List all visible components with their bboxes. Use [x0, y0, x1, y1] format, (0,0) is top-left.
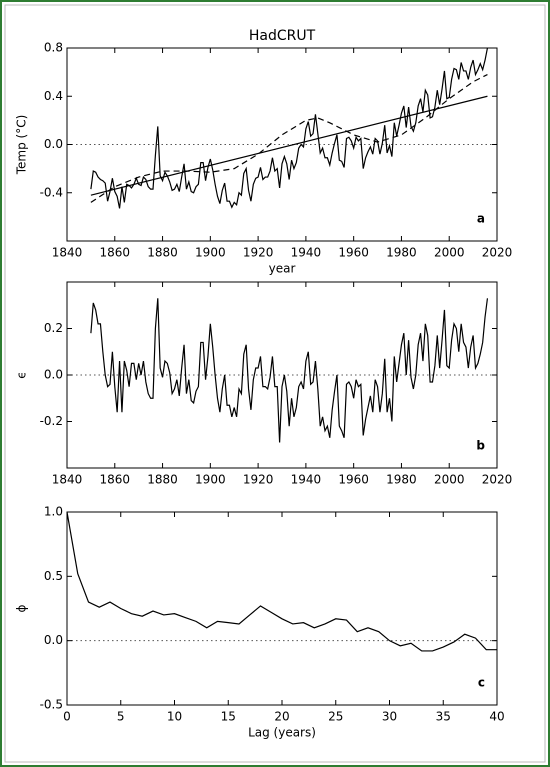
chart-title: HadCRUT	[249, 28, 316, 44]
panel-label: b	[476, 439, 485, 453]
y-tick-label: 0.8	[44, 41, 63, 55]
y-tick-label: -0.5	[40, 698, 63, 712]
plot-frame	[66, 47, 498, 242]
x-tick-label: 35	[436, 710, 451, 724]
x-tick-label: 10	[167, 710, 182, 724]
x-tick-label: 1880	[147, 473, 178, 487]
y-tick-label: 1.0	[44, 505, 63, 519]
y-tick-label: 0.0	[44, 368, 63, 382]
y-tick-label: 0.4	[44, 89, 63, 103]
x-axis-label: Lag (years)	[248, 726, 316, 740]
plot-frame	[66, 511, 498, 706]
x-tick-label: 1860	[100, 246, 131, 260]
x-tick-label: 1980	[386, 246, 417, 260]
y-tick-label: 0.0	[44, 633, 63, 647]
x-tick-label: 1860	[100, 473, 131, 487]
x-tick-label: 1840	[52, 473, 83, 487]
x-tick-label: 1980	[386, 473, 417, 487]
x-tick-label: 30	[382, 710, 397, 724]
y-axis-label: ϵ	[15, 371, 29, 378]
data-line	[66, 511, 497, 652]
y-tick-label: 0.5	[44, 569, 63, 583]
x-tick-label: 1900	[195, 246, 226, 260]
x-tick-label: 1960	[338, 473, 369, 487]
y-axis-label: ϕ	[15, 604, 29, 612]
panel-label: c	[478, 676, 485, 690]
x-tick-label: 1840	[52, 246, 83, 260]
x-tick-label: 0	[63, 710, 71, 724]
x-tick-label: 2020	[482, 246, 513, 260]
x-tick-label: 1940	[291, 246, 322, 260]
x-tick-label: 1920	[243, 246, 274, 260]
x-tick-label: 2000	[434, 246, 465, 260]
y-tick-label: -0.2	[40, 414, 63, 428]
x-tick-label: 2020	[482, 473, 513, 487]
data-line	[90, 95, 488, 196]
y-tick-label: 0.0	[44, 137, 63, 151]
x-tick-label: 15	[221, 710, 236, 724]
y-tick-label: 0.2	[44, 321, 63, 335]
x-tick-label: 5	[117, 710, 125, 724]
x-tick-label: 2000	[434, 473, 465, 487]
y-axis-label: Temp (°C)	[15, 115, 29, 176]
plot-frame	[66, 281, 498, 469]
data-line	[90, 298, 489, 443]
inner-border	[4, 4, 546, 763]
x-tick-label: 40	[489, 710, 504, 724]
y-tick-label: -0.4	[40, 185, 63, 199]
x-tick-label: 1900	[195, 473, 226, 487]
data-line	[90, 47, 489, 209]
x-tick-label: 1920	[243, 473, 274, 487]
x-tick-label: 1960	[338, 246, 369, 260]
x-tick-label: 25	[328, 710, 343, 724]
x-tick-label: 1880	[147, 246, 178, 260]
x-axis-label: year	[269, 262, 296, 276]
panel-label: a	[477, 212, 485, 226]
x-tick-label: 1940	[291, 473, 322, 487]
x-tick-label: 20	[274, 710, 289, 724]
